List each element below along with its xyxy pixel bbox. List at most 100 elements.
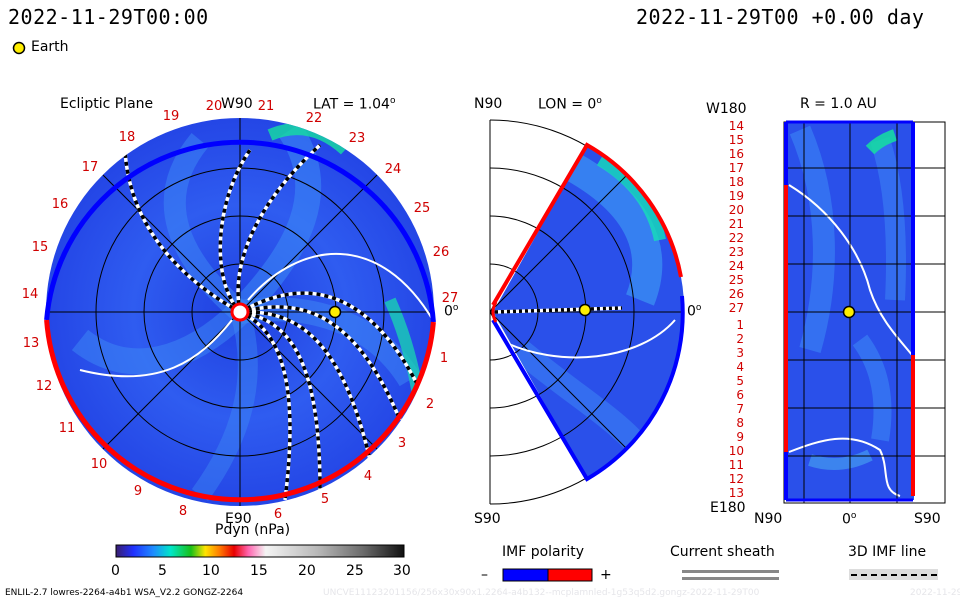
- imf-polarity-swatch: [502, 568, 593, 582]
- sector-10: 10: [91, 457, 108, 472]
- sector-14: 14: [22, 287, 39, 302]
- meridional-bottom-label: S90: [474, 511, 501, 527]
- sector-24: 24: [385, 162, 402, 177]
- meridional-top-label: N90: [474, 96, 503, 112]
- sector-15: 15: [32, 240, 49, 255]
- radial-row-16: 16: [729, 147, 744, 161]
- sector-25: 25: [414, 201, 431, 216]
- radial-row-23: 23: [729, 245, 744, 259]
- sector-4: 4: [364, 469, 372, 484]
- earth-legend-label: Earth: [31, 39, 69, 55]
- radial-row-2: 2: [736, 332, 744, 346]
- radial-row-4: 4: [736, 360, 744, 374]
- sector-18: 18: [119, 130, 136, 145]
- radial-row-27: 27: [729, 301, 744, 315]
- meridional-right-label: 0o: [687, 303, 702, 320]
- colorbar-tick-10: 10: [202, 563, 220, 579]
- meridional-plane-heatmap: [489, 119, 685, 505]
- colorbar-tick-25: 25: [346, 563, 364, 579]
- imf-line-title: 3D IMF line: [848, 544, 927, 560]
- radial-row-22: 22: [729, 231, 744, 245]
- radial-row-labels: 14 15 16 17 18 19 20 21 22 23 24 25 26 2…: [729, 119, 744, 500]
- radial-top-label: W180: [706, 101, 747, 117]
- sector-19: 19: [163, 109, 180, 124]
- imf-polarity-plus: +: [600, 567, 612, 583]
- radial-row-5: 5: [736, 374, 744, 388]
- radial-earth-marker: [842, 305, 856, 319]
- sector-26: 26: [433, 245, 450, 260]
- radial-row-1: 1: [736, 318, 744, 332]
- ecliptic-earth-marker: [328, 305, 342, 319]
- model-info: ENLIL-2.7 lowres-2264-a4b1 WSA_V2.2 GONG…: [5, 588, 244, 598]
- imf-line-swatch: [849, 569, 938, 580]
- radial-row-19: 19: [729, 189, 744, 203]
- colorbar-quantity: Pdyn (nPa): [215, 522, 291, 538]
- radial-row-9: 9: [736, 430, 744, 444]
- sector-13: 13: [23, 336, 40, 351]
- sector-16: 16: [52, 197, 69, 212]
- sector-3: 3: [398, 436, 406, 451]
- ecliptic-title: Ecliptic Plane: [60, 96, 154, 112]
- sector-5: 5: [321, 492, 329, 507]
- imf-polarity-title: IMF polarity: [502, 544, 585, 560]
- radial-row-20: 20: [729, 203, 744, 217]
- run-id: UNCVE11123201156/256x30x90x1.2264-a4b132…: [323, 588, 760, 598]
- meridional-lon-label: LON = 0o: [538, 96, 602, 113]
- radial-row-12: 12: [729, 472, 744, 486]
- radial-title: R = 1.0 AU: [800, 96, 877, 112]
- sector-21: 21: [258, 99, 275, 114]
- sector-8: 8: [179, 504, 187, 519]
- timestamp-title: 2022-11-29T00:00: [8, 5, 209, 29]
- sector-23: 23: [349, 131, 366, 146]
- radial-row-24: 24: [729, 259, 744, 273]
- run-time-label: 2022-11-29T00 +0.00 day: [636, 5, 925, 29]
- colorbar-tick-20: 20: [298, 563, 316, 579]
- ecliptic-right-label: 0o: [444, 303, 459, 320]
- ecliptic-lat-label: LAT = 1.04o: [313, 96, 396, 113]
- sector-9: 9: [134, 484, 142, 499]
- current-sheath-title: Current sheath: [670, 544, 775, 560]
- radial-row-25: 25: [729, 273, 744, 287]
- radial-row-13: 13: [729, 486, 744, 500]
- radial-row-14: 14: [729, 119, 744, 133]
- radial-row-18: 18: [729, 175, 744, 189]
- radial-row-11: 11: [729, 458, 744, 472]
- ecliptic-sector-numbers: 1 2 3 4 5 6 8 9 10 11 12 13 14 15 16 17 …: [22, 99, 459, 522]
- radial-map-heatmap: [783, 120, 946, 504]
- sector-27: 27: [442, 291, 459, 306]
- radial-row-15: 15: [729, 133, 744, 147]
- colorbar-tick-5: 5: [158, 563, 167, 579]
- sector-17: 17: [82, 160, 99, 175]
- radial-row-8: 8: [736, 416, 744, 430]
- ecliptic-plane-heatmap: [44, 118, 436, 506]
- sector-22: 22: [306, 111, 323, 126]
- current-sheath-swatch: [682, 570, 779, 580]
- sector-2: 2: [426, 397, 434, 412]
- earth-legend-icon: [12, 41, 26, 55]
- meridional-earth-marker: [578, 303, 592, 317]
- radial-x-label-s90: S90: [914, 511, 941, 527]
- radial-row-3: 3: [736, 346, 744, 360]
- radial-row-7: 7: [736, 402, 744, 416]
- sector-11: 11: [59, 421, 76, 436]
- ecliptic-bottom-label: E90: [225, 511, 252, 527]
- colorbar-tick-15: 15: [250, 563, 268, 579]
- radial-row-6: 6: [736, 388, 744, 402]
- radial-x-label-0: 0o: [842, 511, 857, 528]
- imf-polarity-minus: –: [481, 567, 488, 583]
- radial-row-21: 21: [729, 217, 744, 231]
- radial-x-label-n90: N90: [754, 511, 783, 527]
- radial-row-17: 17: [729, 161, 744, 175]
- colorbar-tick-0: 0: [111, 563, 120, 579]
- sector-20: 20: [206, 99, 223, 114]
- ecliptic-top-label: W90: [221, 96, 253, 112]
- sector-1: 1: [440, 351, 448, 366]
- colorbar-tick-30: 30: [393, 563, 411, 579]
- radial-bottom-label: E180: [710, 500, 746, 516]
- colorbar: [115, 544, 405, 558]
- sector-6: 6: [274, 507, 282, 522]
- sector-12: 12: [36, 379, 53, 394]
- radial-row-10: 10: [729, 444, 744, 458]
- radial-row-26: 26: [729, 287, 744, 301]
